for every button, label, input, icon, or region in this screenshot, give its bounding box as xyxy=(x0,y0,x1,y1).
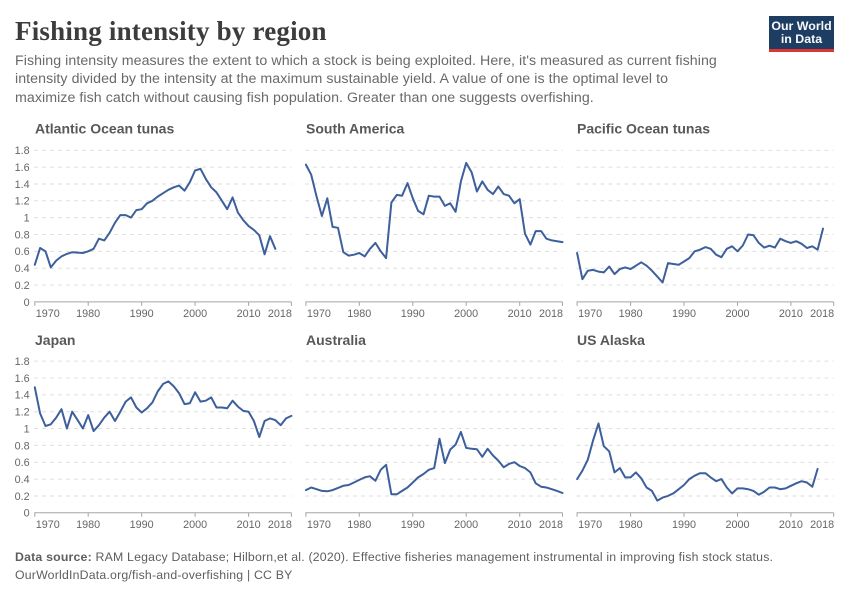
svg-text:2000: 2000 xyxy=(183,519,207,531)
svg-text:0.6: 0.6 xyxy=(15,246,30,258)
svg-text:2010: 2010 xyxy=(237,308,261,320)
svg-text:0.6: 0.6 xyxy=(15,457,30,469)
svg-text:1980: 1980 xyxy=(619,308,643,320)
svg-text:2010: 2010 xyxy=(779,519,803,531)
svg-text:1980: 1980 xyxy=(347,519,371,531)
svg-text:0: 0 xyxy=(24,297,30,309)
svg-text:0.4: 0.4 xyxy=(15,263,30,275)
svg-text:1: 1 xyxy=(24,213,30,225)
svg-text:2010: 2010 xyxy=(508,308,532,320)
svg-text:2018: 2018 xyxy=(539,519,563,531)
svg-text:1.4: 1.4 xyxy=(15,179,30,191)
svg-text:1.6: 1.6 xyxy=(15,162,30,174)
svg-text:Atlantic Ocean tunas: Atlantic Ocean tunas xyxy=(35,121,174,137)
svg-text:1980: 1980 xyxy=(347,308,371,320)
svg-text:1970: 1970 xyxy=(36,519,60,531)
svg-text:US Alaska: US Alaska xyxy=(577,332,645,348)
svg-text:1970: 1970 xyxy=(578,308,602,320)
svg-text:2000: 2000 xyxy=(725,308,749,320)
svg-text:1980: 1980 xyxy=(619,519,643,531)
svg-text:1: 1 xyxy=(24,423,30,435)
svg-text:2018: 2018 xyxy=(810,308,834,320)
svg-text:Pacific Ocean tunas: Pacific Ocean tunas xyxy=(577,121,710,137)
svg-text:2000: 2000 xyxy=(183,308,207,320)
svg-text:2000: 2000 xyxy=(454,519,478,531)
svg-text:0.2: 0.2 xyxy=(15,491,30,503)
svg-text:1990: 1990 xyxy=(672,308,696,320)
svg-text:2000: 2000 xyxy=(454,308,478,320)
svg-text:1980: 1980 xyxy=(76,308,100,320)
svg-text:1970: 1970 xyxy=(307,519,331,531)
svg-text:1970: 1970 xyxy=(36,308,60,320)
svg-text:1.8: 1.8 xyxy=(15,145,30,157)
svg-text:1.8: 1.8 xyxy=(15,356,30,368)
svg-text:2000: 2000 xyxy=(725,519,749,531)
svg-text:1990: 1990 xyxy=(130,519,154,531)
svg-text:0.8: 0.8 xyxy=(15,440,30,452)
svg-text:1990: 1990 xyxy=(401,519,425,531)
svg-text:Japan: Japan xyxy=(35,332,75,348)
svg-text:2018: 2018 xyxy=(539,308,563,320)
svg-text:1.2: 1.2 xyxy=(15,196,30,208)
svg-text:1970: 1970 xyxy=(307,308,331,320)
svg-text:2018: 2018 xyxy=(268,519,292,531)
svg-text:2018: 2018 xyxy=(810,519,834,531)
svg-text:0: 0 xyxy=(24,508,30,520)
svg-text:1990: 1990 xyxy=(401,308,425,320)
svg-text:2010: 2010 xyxy=(508,519,532,531)
svg-text:1.2: 1.2 xyxy=(15,407,30,419)
svg-text:1980: 1980 xyxy=(76,519,100,531)
svg-text:2010: 2010 xyxy=(237,519,261,531)
svg-text:0.4: 0.4 xyxy=(15,474,30,486)
svg-text:1.4: 1.4 xyxy=(15,390,30,402)
svg-text:South America: South America xyxy=(306,121,404,137)
svg-text:1990: 1990 xyxy=(672,519,696,531)
svg-text:1990: 1990 xyxy=(130,308,154,320)
svg-text:0.2: 0.2 xyxy=(15,280,30,292)
svg-text:1970: 1970 xyxy=(578,519,602,531)
svg-text:Australia: Australia xyxy=(306,332,366,348)
svg-text:0.8: 0.8 xyxy=(15,229,30,241)
svg-text:2018: 2018 xyxy=(268,308,292,320)
svg-text:2010: 2010 xyxy=(779,308,803,320)
svg-text:1.6: 1.6 xyxy=(15,373,30,385)
